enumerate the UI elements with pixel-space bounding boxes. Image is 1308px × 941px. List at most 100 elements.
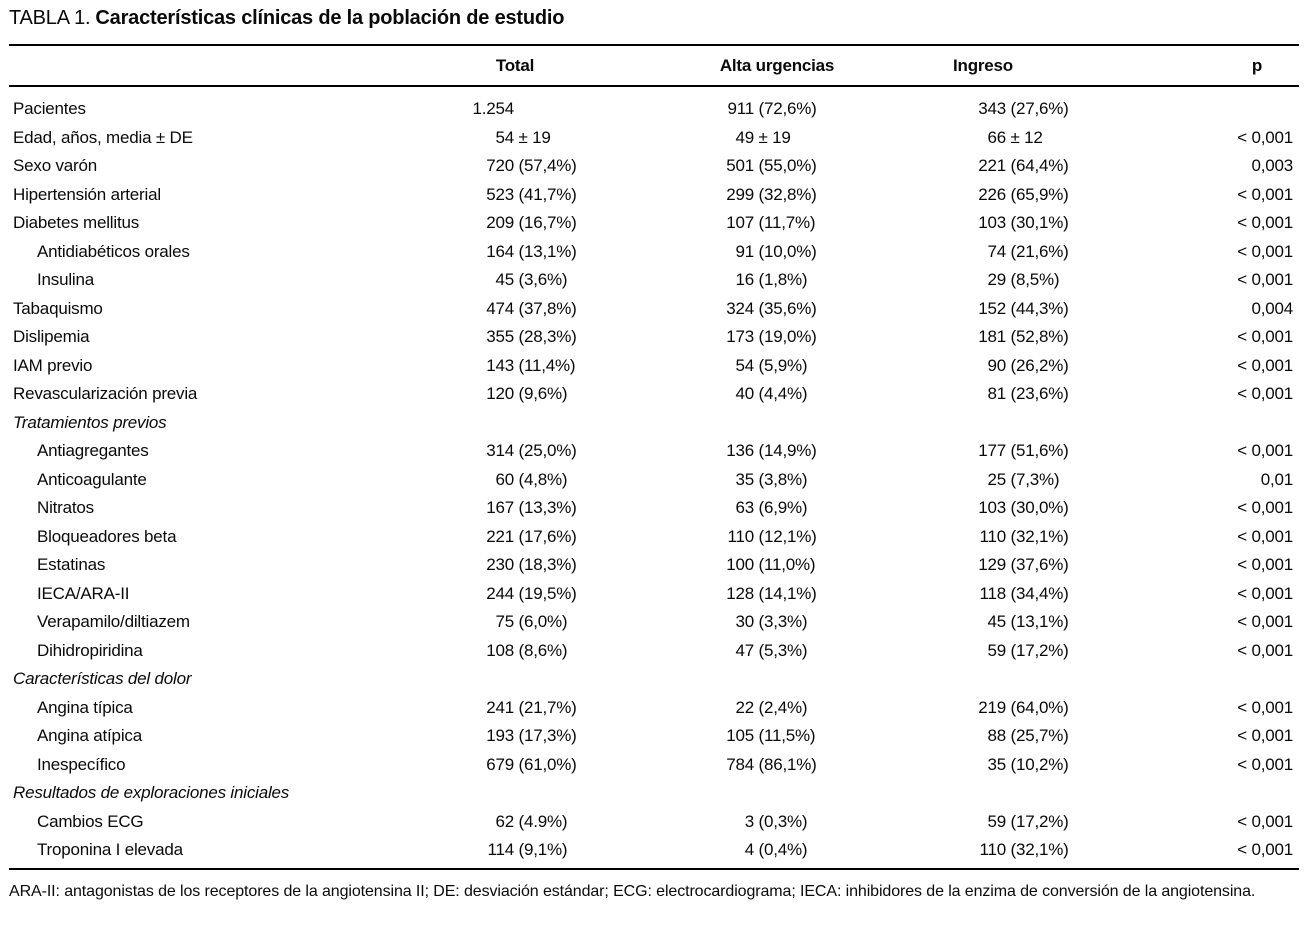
cell-ingreso-count: 81	[987, 384, 1006, 403]
cell-alta-urgencias: 110 (12,1%)	[600, 523, 860, 552]
cell-alta-urgencias-count: 128	[726, 583, 754, 603]
cell-total-count: 108	[486, 640, 514, 660]
table-row: Insulina 45 (3,6%) 16 (1,8%) 29 (8,5%) <…	[9, 266, 1299, 295]
cell-total-pct: (19,5%)	[514, 583, 577, 603]
cell-p-value: < 0,001	[1237, 811, 1293, 831]
cell-alta-urgencias-count: 136	[726, 441, 754, 460]
cell-alta-urgencias: 3 (0,3%)	[600, 808, 860, 837]
cell-ingreso	[860, 409, 1106, 438]
cell-total-pct: (41,7%)	[514, 184, 577, 204]
cell-total-pct: (17,6%)	[514, 526, 577, 546]
cell-alta-urgencias-pct: (4,4%)	[754, 384, 808, 403]
cell-alta-urgencias-pct: (35,6%)	[754, 298, 817, 318]
cell-ingreso: 45 (13,1%)	[860, 608, 1106, 637]
row-label: Angina típica	[37, 697, 133, 717]
cell-total-count: 62	[495, 811, 514, 831]
cell-alta-urgencias-count: 100	[726, 555, 754, 574]
cell-total: 108 (8,6%)	[360, 637, 600, 666]
row-label: Dihidropiridina	[37, 640, 143, 660]
cell-total: 474 (37,8%)	[360, 295, 600, 324]
cell-alta-urgencias-count: 324	[726, 298, 754, 318]
cell-alta-urgencias-count: 63	[735, 498, 754, 517]
row-label: Hipertensión arterial	[13, 184, 161, 204]
cell-ingreso-pct: (32,1%)	[1006, 840, 1069, 859]
row-label: Cambios ECG	[37, 811, 144, 831]
cell-total: 193 (17,3%)	[360, 722, 600, 751]
table-row: IECA/ARA-II 244 (19,5%) 128 (14,1%) 118 …	[9, 580, 1299, 609]
table-row: Revascularización previa 120 (9,6%) 40 (…	[9, 380, 1299, 409]
table-row: Estatinas 230 (18,3%) 100 (11,0%) 129 (3…	[9, 551, 1299, 580]
cell-total: 114 (9,1%)	[360, 836, 600, 865]
cell-total-pct: (8,6%)	[514, 640, 568, 660]
cell-ingreso-pct: (23,6%)	[1006, 384, 1069, 403]
cell-alta-urgencias-pct: (86,1%)	[754, 754, 817, 774]
cell-alta-urgencias-pct: (14,9%)	[754, 441, 817, 460]
table-body: Pacientes 1.254 911 (72,6%) 343 (27,6%) …	[9, 87, 1299, 868]
cell-alta-urgencias: 63 (6,9%)	[600, 494, 860, 523]
cell-total-count: 209	[486, 213, 514, 232]
row-label: Dislipemia	[13, 327, 90, 346]
table-row: Diabetes mellitus 209 (16,7%) 107 (11,7%…	[9, 209, 1299, 238]
cell-alta-urgencias-pct: (2,4%)	[754, 697, 808, 717]
table-row: Resultados de exploraciones iniciales	[9, 779, 1299, 808]
table-row: Angina atípica 193 (17,3%) 105 (11,5%) 8…	[9, 722, 1299, 751]
cell-total-pct: (13,1%)	[514, 241, 577, 261]
cell-alta-urgencias-pct: (5,9%)	[754, 355, 808, 375]
cell-total-count: 523	[486, 184, 514, 204]
cell-alta-urgencias-pct: (12,1%)	[754, 526, 817, 546]
cell-total-pct: (4,8%)	[514, 469, 568, 489]
cell-alta-urgencias-count: 3	[744, 811, 754, 831]
cell-p-value	[1106, 95, 1299, 124]
cell-ingreso-count: 177	[978, 441, 1006, 460]
cell-p-value: < 0,001	[1237, 697, 1293, 717]
cell-ingreso: 110 (32,1%)	[860, 523, 1106, 552]
cell-total: 164 (13,1%)	[360, 238, 600, 267]
cell-total-count: 474	[486, 298, 514, 318]
cell-ingreso-pct: (17,2%)	[1006, 811, 1069, 831]
column-header-total: Total	[495, 55, 535, 75]
cell-alta-urgencias: 324 (35,6%)	[600, 295, 860, 324]
cell-alta-urgencias: 47 (5,3%)	[600, 637, 860, 666]
cell-alta-urgencias-pct: (32,8%)	[754, 184, 817, 204]
cell-ingreso-count: 221	[978, 156, 1006, 175]
cell-total-count: 720	[486, 156, 514, 175]
cell-ingreso: 59 (17,2%)	[860, 808, 1106, 837]
column-header-p: p	[1251, 55, 1263, 75]
cell-total: 167 (13,3%)	[360, 494, 600, 523]
cell-ingreso-count: 152	[978, 298, 1006, 318]
cell-ingreso-pct: (25,7%)	[1006, 726, 1069, 745]
cell-p-value: < 0,001	[1237, 127, 1293, 147]
cell-alta-urgencias: 22 (2,4%)	[600, 694, 860, 723]
table-row: Pacientes 1.254 911 (72,6%) 343 (27,6%)	[9, 95, 1299, 124]
cell-ingreso-count: 25	[987, 469, 1006, 489]
cell-ingreso-count: 29	[987, 270, 1006, 289]
cell-p-value: < 0,001	[1237, 327, 1293, 346]
table-row: Nitratos 167 (13,3%) 63 (6,9%) 103 (30,0…	[9, 494, 1299, 523]
cell-total-pct: (57,4%)	[514, 156, 577, 175]
cell-alta-urgencias	[600, 409, 860, 438]
table-row: Bloqueadores beta 221 (17,6%) 110 (12,1%…	[9, 523, 1299, 552]
cell-alta-urgencias-count: 54	[735, 355, 754, 375]
cell-total-count: 314	[486, 441, 514, 460]
cell-total-pct: (37,8%)	[514, 298, 577, 318]
cell-alta-urgencias-pct: (1,8%)	[754, 270, 808, 289]
row-label: Antidiabéticos orales	[37, 241, 190, 261]
table-row: Anticoagulante 60 (4,8%) 35 (3,8%) 25 (7…	[9, 466, 1299, 495]
table-footnote: ARA-II: antagonistas de los receptores d…	[9, 882, 1256, 900]
cell-ingreso: 177 (51,6%)	[860, 437, 1106, 466]
cell-ingreso-pct: (34,4%)	[1006, 583, 1069, 603]
cell-ingreso-count: 66	[987, 127, 1006, 147]
cell-p-value: < 0,001	[1237, 640, 1293, 660]
cell-p-value	[1106, 779, 1299, 808]
cell-total: 244 (19,5%)	[360, 580, 600, 609]
cell-ingreso-count: 226	[978, 184, 1006, 204]
cell-ingreso: 35 (10,2%)	[860, 751, 1106, 780]
cell-alta-urgencias: 54 (5,9%)	[600, 352, 860, 381]
cell-ingreso-count: 103	[978, 498, 1006, 517]
table-title: TABLA 1. Características clínicas de la p…	[9, 0, 1299, 30]
cell-alta-urgencias-count: 40	[735, 384, 754, 403]
row-label: Angina atípica	[37, 726, 142, 745]
table-row: Tabaquismo 474 (37,8%) 324 (35,6%) 152 (…	[9, 295, 1299, 324]
cell-total-count: 1.254	[472, 99, 514, 118]
table-row: Antiagregantes 314 (25,0%) 136 (14,9%) 1…	[9, 437, 1299, 466]
